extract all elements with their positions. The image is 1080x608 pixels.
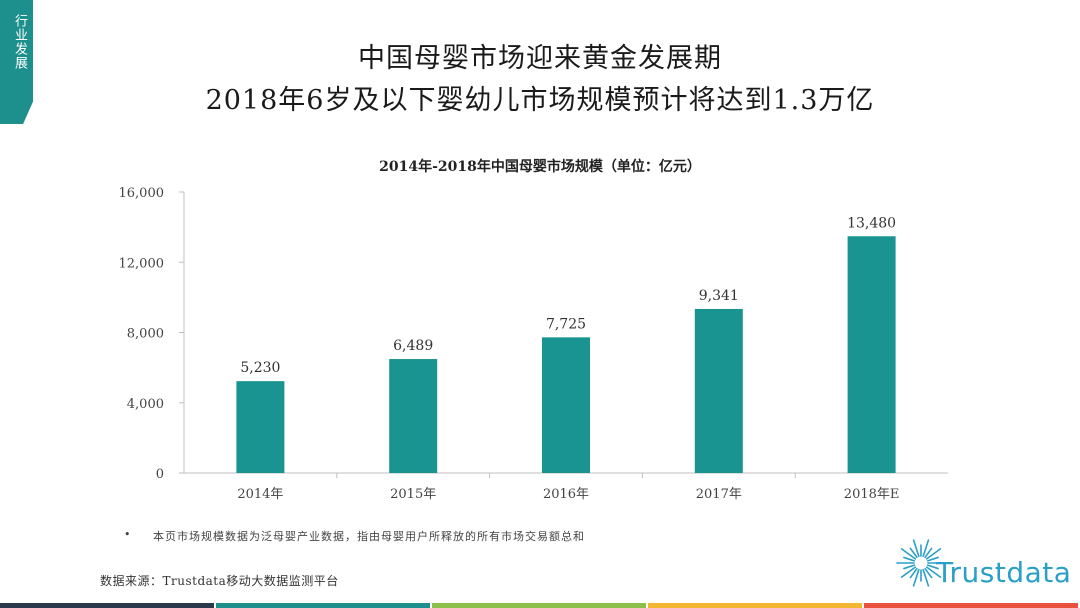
logo-ray <box>926 556 939 562</box>
bar <box>236 381 285 473</box>
y-tick-label: 8,000 <box>127 327 164 342</box>
logo-ray <box>924 547 933 559</box>
bottom-bar-segment <box>216 603 430 608</box>
data-source: 数据来源：Trustdata移动大数据监测平台 <box>100 574 339 588</box>
bar <box>847 236 896 473</box>
bottom-bar-segment <box>432 603 646 608</box>
x-tick-label: 2016年 <box>543 487 589 502</box>
chart-title: 2014年-2018年中国母婴市场规模（单位：亿元） <box>379 159 701 175</box>
bar <box>389 359 438 473</box>
x-tick-label: 2014年 <box>237 487 283 502</box>
side-tab <box>0 0 33 124</box>
bar-value-label: 13,480 <box>847 215 896 231</box>
logo-ray <box>912 568 920 587</box>
logo-text: Trustdata <box>936 556 1072 589</box>
logo-ray <box>926 564 939 570</box>
x-tick-label: 2018年E <box>844 487 900 502</box>
logo-ray <box>903 556 916 562</box>
x-tick-label: 2017年 <box>696 487 742 502</box>
bottom-bar-segment <box>648 603 862 608</box>
note-bullet: • <box>124 528 131 541</box>
page-subtitle: 2018年6岁及以下婴幼儿市场规模预计将达到1.3万亿 <box>205 85 875 116</box>
sunburst-logo-icon <box>896 539 946 587</box>
page-title: 中国母婴市场迎来黄金发展期 <box>358 43 722 74</box>
bottom-bar-segment <box>864 603 1078 608</box>
y-tick-label: 4,000 <box>127 397 164 412</box>
logo-ray <box>924 567 933 579</box>
side-tab-label: 行业发展 <box>12 14 27 70</box>
logo-ray <box>912 539 920 558</box>
logo-ray <box>909 547 918 559</box>
bar-value-label: 6,489 <box>393 338 433 354</box>
x-tick-label: 2015年 <box>390 487 436 502</box>
bottom-bar-segment <box>0 603 214 608</box>
logo-ray <box>925 566 942 578</box>
logo-ray <box>900 566 917 578</box>
y-tick-label: 12,000 <box>119 256 165 271</box>
bar-value-label: 7,725 <box>546 316 586 332</box>
logo-ray <box>925 548 942 560</box>
note-text: 本页市场规模数据为泛母婴产业数据，指由母婴用户所释放的所有市场交易额总和 <box>153 530 585 543</box>
bar-value-label: 5,230 <box>240 360 280 376</box>
logo-ray <box>922 568 930 587</box>
y-tick-label: 0 <box>156 467 164 482</box>
logo-ray <box>909 567 918 579</box>
logo-ray <box>900 548 917 560</box>
bar <box>694 308 743 473</box>
bar-value-label: 9,341 <box>699 288 739 304</box>
logo-ray <box>922 539 930 558</box>
bar <box>542 337 590 473</box>
logo-ray <box>903 564 916 570</box>
y-tick-label: 16,000 <box>119 186 165 201</box>
